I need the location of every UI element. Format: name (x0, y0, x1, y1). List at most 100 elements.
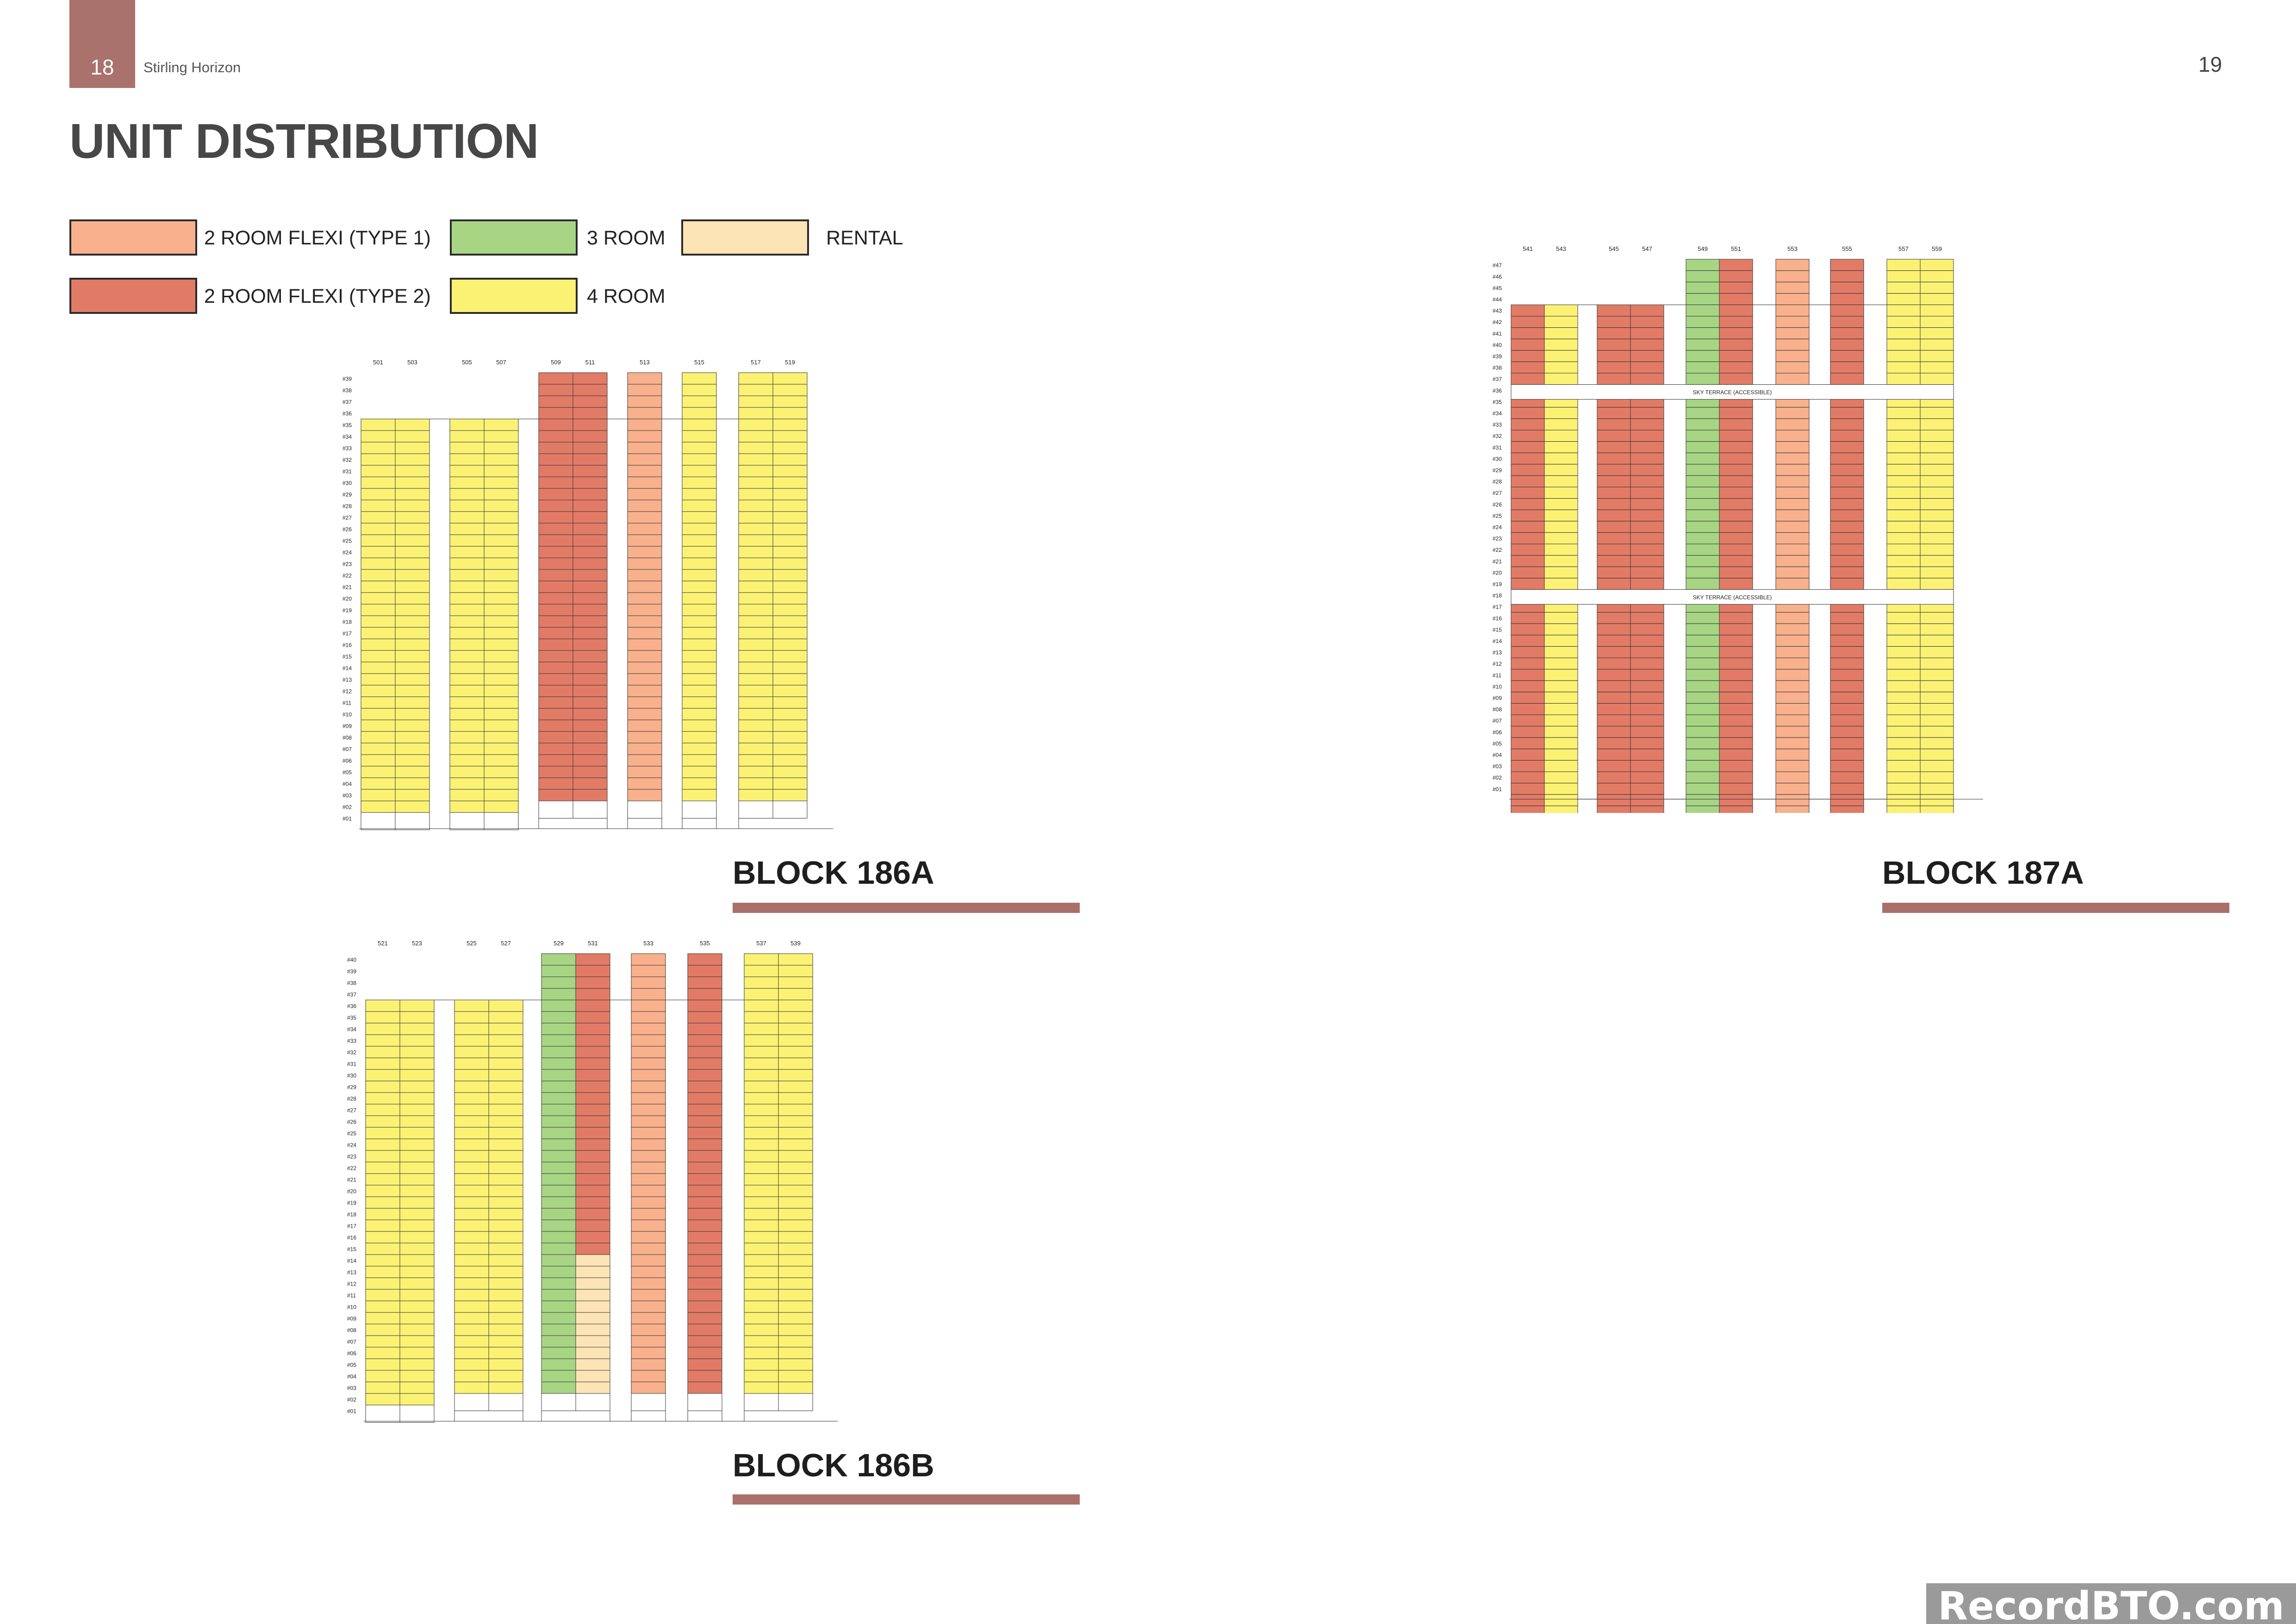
unit-number-label: 559 (1932, 245, 1942, 252)
floor-label: #31 (1493, 444, 1502, 451)
unit-cell-room4 (738, 685, 773, 697)
service-shaft (1663, 304, 1686, 800)
unit-cell-room3 (1686, 259, 1720, 271)
unit-cell-room4 (361, 615, 396, 628)
unit-cell-room3 (1686, 338, 1720, 351)
unit-cell-flexi1 (1775, 327, 1810, 339)
unit-cell-room4 (738, 511, 773, 524)
unit-cell-room4 (1920, 281, 1954, 294)
unit-cell-room4 (1544, 452, 1578, 465)
unit-cell-room4 (778, 1104, 813, 1116)
unit-cell-room4 (1544, 714, 1578, 727)
unit-cell-room4 (772, 523, 808, 535)
unit-cell-room4 (395, 731, 430, 743)
unit-cell-room4 (1886, 350, 1921, 362)
unit-cell-room4 (738, 418, 773, 431)
floor-label: #09 (347, 1316, 356, 1322)
unit-cell-room4 (454, 1081, 489, 1093)
unit-cell-room4 (1886, 316, 1921, 328)
unit-cell-flexi2 (572, 523, 608, 535)
unit-cell-room4 (682, 488, 717, 500)
unit-cell-room4 (454, 1185, 489, 1197)
unit-cell-room4 (399, 1162, 435, 1174)
unit-cell-room4 (1920, 304, 1954, 317)
unit-cell-room4 (365, 1046, 400, 1058)
unit-number-label: 557 (1898, 245, 1909, 252)
unit-cell-room4 (484, 500, 519, 512)
unit-cell-room4 (1544, 464, 1578, 476)
unit-cell-room4 (1886, 270, 1921, 282)
unit-cell-room4 (1920, 680, 1954, 693)
unit-cell-room4 (399, 1277, 435, 1290)
unit-cell-room4 (488, 999, 523, 1012)
unit-cell-flexi2 (1597, 646, 1631, 658)
unit-cell-room4 (361, 511, 396, 524)
floor-label: #46 (1493, 274, 1502, 280)
unit-cell-flexi2 (1511, 543, 1545, 556)
unit-cell-room4 (772, 476, 808, 489)
unit-cell-room4 (778, 1185, 813, 1197)
unit-cell-room4 (744, 1219, 779, 1232)
unit-cell-room4 (361, 592, 396, 605)
unit-cell-room4 (1920, 487, 1954, 499)
floor-label: #39 (347, 968, 356, 975)
floor-label: #12 (347, 1281, 356, 1287)
unit-cell-room4 (484, 719, 519, 732)
unit-cell-flexi2 (575, 1046, 610, 1058)
unit-cell-room4 (1920, 327, 1954, 339)
unit-cell-flexi2 (687, 953, 722, 966)
floor-label: #02 (347, 1397, 356, 1403)
unit-cell-flexi1 (627, 442, 662, 454)
unit-cell-flexi2 (572, 557, 608, 570)
unit-cell-room4 (772, 743, 808, 755)
legend-swatch-flexi1 (69, 219, 197, 256)
unit-cell-flexi2 (1719, 452, 1753, 465)
floor-label: #30 (1493, 456, 1502, 462)
unit-cell-room4 (772, 777, 808, 790)
unit-cell-room4 (484, 662, 519, 674)
sky-terrace-label: SKY TERRACE (ACCESSIBLE) (1693, 594, 1772, 600)
unit-cell-room3 (1686, 657, 1720, 670)
floor-label: #15 (347, 1246, 356, 1253)
unit-cell-flexi2 (572, 511, 608, 524)
unit-cell-room4 (454, 1266, 489, 1278)
unit-cell-flexi2 (538, 418, 573, 431)
unit-cell-room4 (744, 1011, 779, 1024)
unit-cell-room4 (399, 1289, 435, 1301)
block-187a-title: BLOCK 187A (1882, 855, 2084, 891)
unit-cell-flexi1 (627, 465, 662, 477)
unit-cell-flexi2 (1830, 259, 1864, 271)
unit-number-label: 523 (412, 940, 422, 947)
unit-cell-flexi2 (538, 685, 573, 697)
unit-cell-room4 (744, 1104, 779, 1116)
unit-cell-room4 (1544, 657, 1578, 670)
unit-cell-room4 (1544, 692, 1578, 704)
unit-cell-room4 (1886, 304, 1921, 317)
unit-cell-flexi2 (1597, 350, 1631, 362)
unit-cell-room4 (778, 1162, 813, 1174)
unit-cell-flexi1 (627, 511, 662, 524)
floor-label: #10 (347, 1304, 356, 1311)
unit-number-label: 513 (640, 359, 650, 366)
unit-cell-room4 (738, 581, 773, 593)
unit-cell-flexi1 (631, 1150, 666, 1162)
ground-level-box (572, 800, 608, 818)
unit-cell-room3 (1686, 555, 1720, 567)
unit-cell-room4 (1886, 680, 1921, 693)
unit-cell-room4 (454, 1300, 489, 1313)
unit-cell-room4 (778, 999, 813, 1012)
unit-cell-flexi2 (687, 1324, 722, 1336)
unit-cell-flexi2 (1511, 646, 1545, 658)
unit-cell-flexi2 (1630, 498, 1664, 510)
unit-cell-flexi1 (631, 1324, 666, 1336)
unit-cell-room4 (738, 638, 773, 651)
floor-label: #08 (347, 1327, 356, 1334)
unit-cell-room4 (449, 615, 485, 628)
unit-cell-room4 (449, 800, 485, 813)
unit-cell-room4 (1544, 578, 1578, 590)
unit-cell-room4 (1920, 737, 1954, 750)
floor-label: #19 (1493, 581, 1502, 587)
unit-cell-room4 (488, 1358, 523, 1371)
unit-cell-room3 (541, 1370, 576, 1382)
unit-cell-flexi2 (572, 650, 608, 662)
